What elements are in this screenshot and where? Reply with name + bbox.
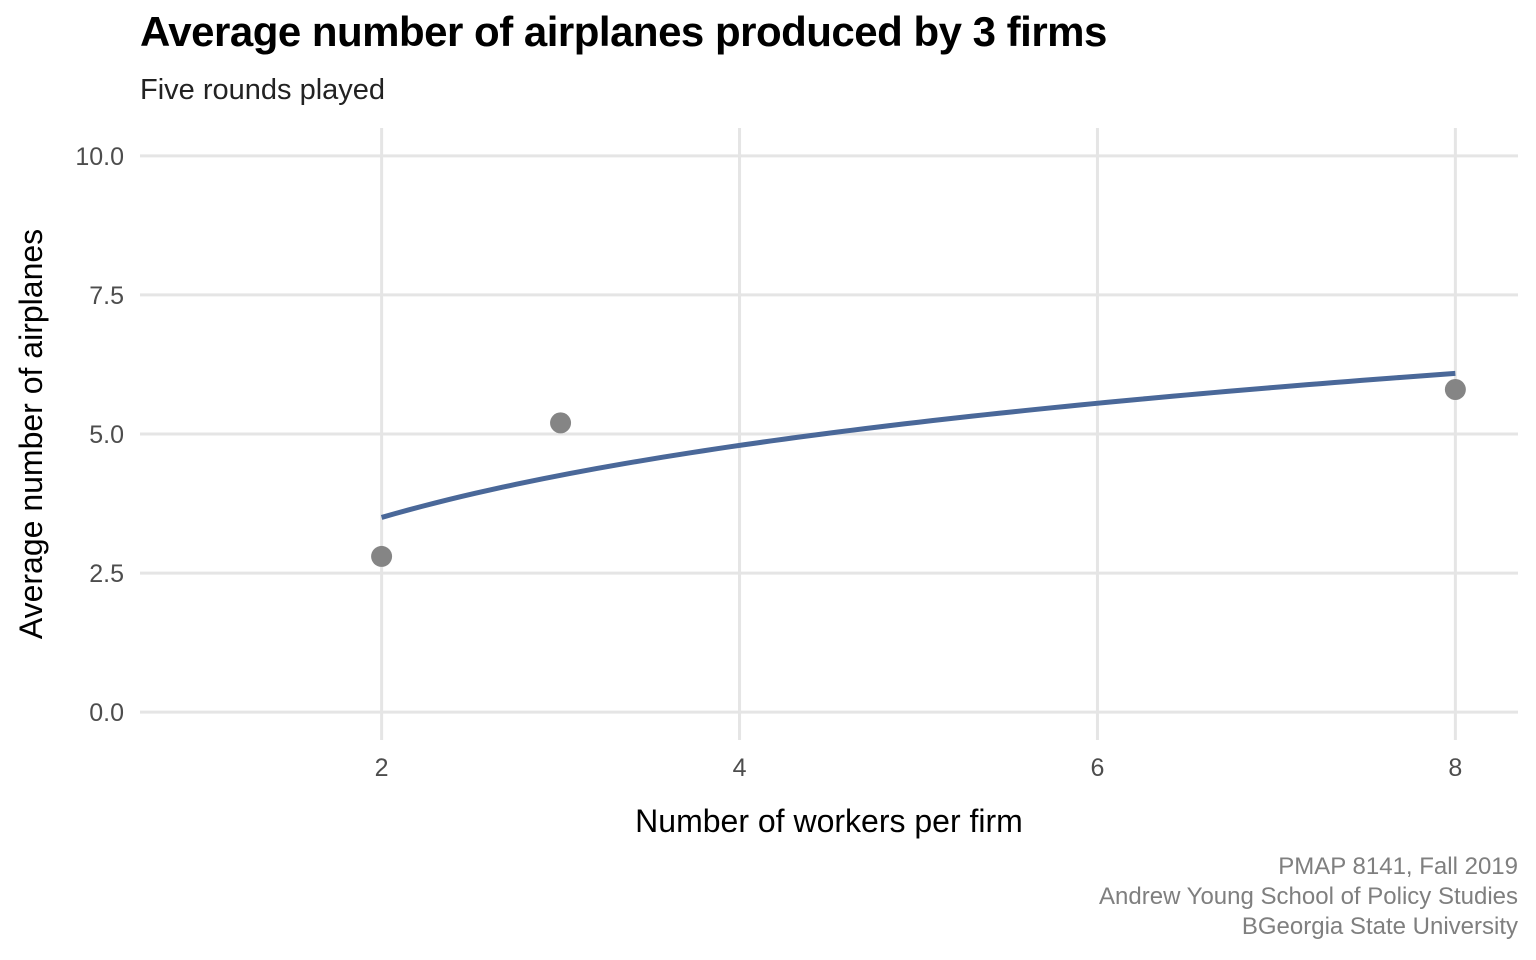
caption-line-3: BGeorgia State University [1241,913,1518,940]
trend-line [380,370,1456,520]
data-point [1444,378,1466,400]
x-tick-label: 4 [733,754,747,782]
y-tick-label: 7.5 [89,282,124,310]
x-tick-label: 8 [1448,754,1462,782]
y-tick-label: 5.0 [89,421,124,449]
x-tick-label: 6 [1090,754,1104,782]
points-layer [371,378,1466,567]
data-point [371,545,393,567]
x-axis-title: Number of workers per firm [635,803,1023,839]
y-axis-title: Average number of airplanes [13,229,49,639]
y-tick-label: 10.0 [75,143,124,171]
caption-line-1: PMAP 8141, Fall 2019 [1278,853,1518,880]
chart-subtitle: Five rounds played [140,74,386,106]
trend-line-layer [380,370,1456,520]
x-tick-label: 2 [375,754,389,782]
tick-labels-layer: 0.0 2.5 5.0 7.5 10.0 2 4 6 8 [75,143,1462,782]
y-tick-label: 0.0 [89,699,124,727]
y-tick-label: 2.5 [89,560,124,588]
caption-line-2: Andrew Young School of Policy Studies [1099,883,1518,910]
data-point [550,412,572,434]
chart-title: Average number of airplanes produced by … [140,8,1107,55]
